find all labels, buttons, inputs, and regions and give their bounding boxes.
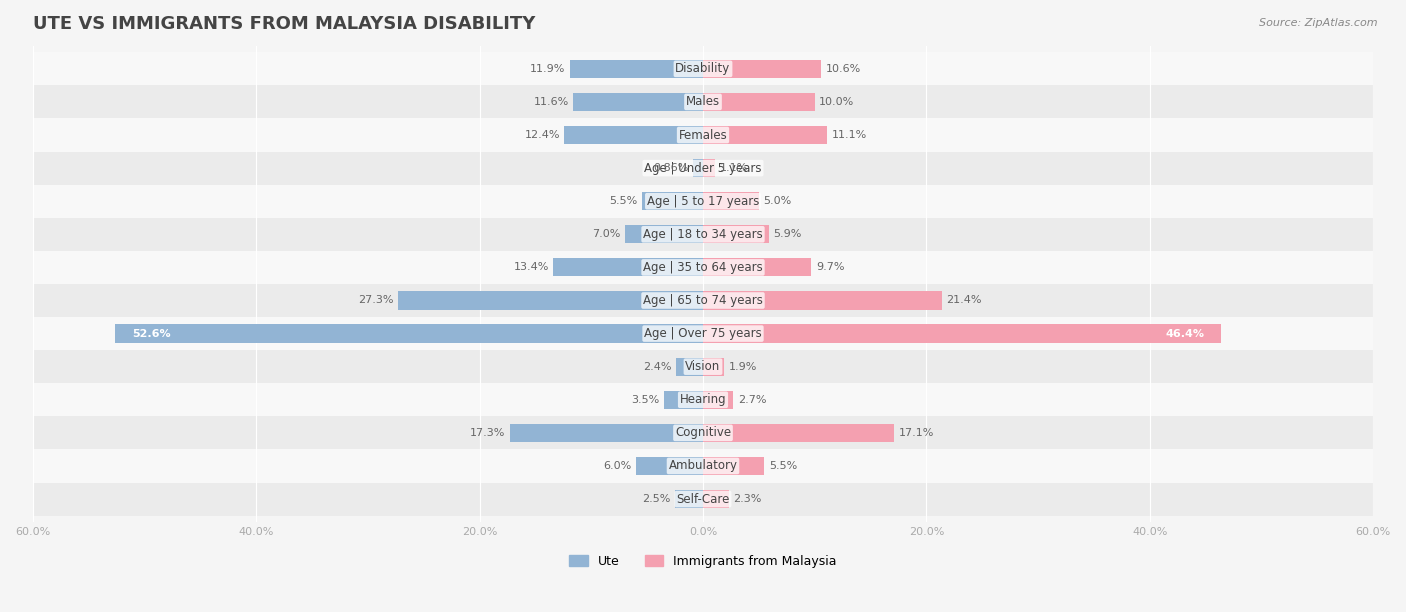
Text: Ambulatory: Ambulatory bbox=[668, 460, 738, 472]
Bar bbox=[675, 490, 703, 508]
Text: 11.6%: 11.6% bbox=[534, 97, 569, 107]
Text: 52.6%: 52.6% bbox=[132, 329, 170, 338]
Text: 21.4%: 21.4% bbox=[946, 296, 981, 305]
Bar bbox=[703, 457, 765, 475]
Bar bbox=[569, 60, 703, 78]
Legend: Ute, Immigrants from Malaysia: Ute, Immigrants from Malaysia bbox=[564, 550, 842, 573]
Bar bbox=[641, 192, 703, 211]
Text: Age | Over 75 years: Age | Over 75 years bbox=[644, 327, 762, 340]
Text: 2.7%: 2.7% bbox=[738, 395, 766, 405]
Bar bbox=[32, 251, 1374, 284]
Bar bbox=[624, 225, 703, 244]
Bar bbox=[676, 357, 703, 376]
Bar bbox=[32, 52, 1374, 86]
Bar bbox=[115, 324, 703, 343]
Text: 27.3%: 27.3% bbox=[359, 296, 394, 305]
Bar bbox=[564, 126, 703, 144]
Bar bbox=[554, 258, 703, 277]
Text: 5.5%: 5.5% bbox=[609, 196, 637, 206]
Text: Males: Males bbox=[686, 95, 720, 108]
Text: 10.6%: 10.6% bbox=[825, 64, 860, 74]
Text: 5.9%: 5.9% bbox=[773, 230, 801, 239]
Text: 3.5%: 3.5% bbox=[631, 395, 659, 405]
Bar bbox=[636, 457, 703, 475]
Text: Age | 65 to 74 years: Age | 65 to 74 years bbox=[643, 294, 763, 307]
Text: 7.0%: 7.0% bbox=[592, 230, 620, 239]
Text: Age | 35 to 64 years: Age | 35 to 64 years bbox=[643, 261, 763, 274]
Text: 9.7%: 9.7% bbox=[815, 263, 845, 272]
Text: Vision: Vision bbox=[685, 360, 721, 373]
Text: Source: ZipAtlas.com: Source: ZipAtlas.com bbox=[1260, 18, 1378, 28]
Bar bbox=[703, 291, 942, 310]
Bar bbox=[32, 350, 1374, 383]
Bar bbox=[703, 192, 759, 211]
Text: 46.4%: 46.4% bbox=[1166, 329, 1205, 338]
Bar bbox=[703, 225, 769, 244]
Text: 0.86%: 0.86% bbox=[654, 163, 689, 173]
Text: 6.0%: 6.0% bbox=[603, 461, 631, 471]
Bar bbox=[32, 449, 1374, 482]
Text: 2.3%: 2.3% bbox=[733, 494, 762, 504]
Bar bbox=[32, 152, 1374, 185]
Bar bbox=[32, 119, 1374, 152]
Bar bbox=[510, 424, 703, 442]
Text: 5.0%: 5.0% bbox=[763, 196, 792, 206]
Bar bbox=[32, 284, 1374, 317]
Text: 2.4%: 2.4% bbox=[643, 362, 672, 371]
Bar bbox=[32, 218, 1374, 251]
Bar bbox=[32, 416, 1374, 449]
Text: Females: Females bbox=[679, 129, 727, 141]
Text: Age | 5 to 17 years: Age | 5 to 17 years bbox=[647, 195, 759, 207]
Bar bbox=[703, 390, 733, 409]
Text: 12.4%: 12.4% bbox=[524, 130, 560, 140]
Text: Disability: Disability bbox=[675, 62, 731, 75]
Bar bbox=[703, 60, 821, 78]
Text: 11.1%: 11.1% bbox=[831, 130, 866, 140]
Text: 1.9%: 1.9% bbox=[728, 362, 756, 371]
Text: Hearing: Hearing bbox=[679, 394, 727, 406]
Bar bbox=[32, 317, 1374, 350]
Bar bbox=[32, 482, 1374, 515]
Bar bbox=[32, 383, 1374, 416]
Text: Cognitive: Cognitive bbox=[675, 427, 731, 439]
Text: Age | Under 5 years: Age | Under 5 years bbox=[644, 162, 762, 174]
Text: 17.3%: 17.3% bbox=[470, 428, 505, 438]
Text: 10.0%: 10.0% bbox=[820, 97, 855, 107]
Text: 1.1%: 1.1% bbox=[720, 163, 748, 173]
Bar bbox=[32, 185, 1374, 218]
Bar bbox=[703, 93, 814, 111]
Bar bbox=[693, 159, 703, 177]
Text: 13.4%: 13.4% bbox=[513, 263, 548, 272]
Bar bbox=[664, 390, 703, 409]
Text: Age | 18 to 34 years: Age | 18 to 34 years bbox=[643, 228, 763, 241]
Text: 11.9%: 11.9% bbox=[530, 64, 565, 74]
Bar bbox=[703, 357, 724, 376]
Text: 17.1%: 17.1% bbox=[898, 428, 934, 438]
Bar bbox=[703, 424, 894, 442]
Bar bbox=[703, 258, 811, 277]
Text: UTE VS IMMIGRANTS FROM MALAYSIA DISABILITY: UTE VS IMMIGRANTS FROM MALAYSIA DISABILI… bbox=[32, 15, 536, 33]
Bar bbox=[703, 490, 728, 508]
Bar bbox=[574, 93, 703, 111]
Text: 5.5%: 5.5% bbox=[769, 461, 797, 471]
Bar bbox=[703, 159, 716, 177]
Bar bbox=[398, 291, 703, 310]
Bar bbox=[703, 324, 1222, 343]
Bar bbox=[32, 86, 1374, 119]
Text: Self-Care: Self-Care bbox=[676, 493, 730, 506]
Text: 2.5%: 2.5% bbox=[643, 494, 671, 504]
Bar bbox=[703, 126, 827, 144]
